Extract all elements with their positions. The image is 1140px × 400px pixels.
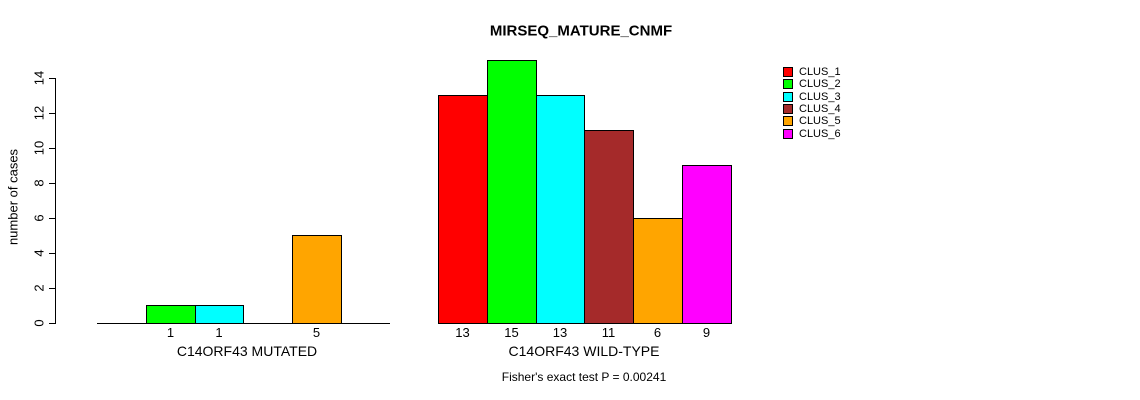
bar — [292, 235, 342, 324]
bar — [682, 165, 732, 324]
y-tick — [49, 148, 55, 149]
y-tick — [49, 183, 55, 184]
bar — [487, 60, 537, 324]
y-tick — [49, 288, 55, 289]
bar-value-label: 1 — [215, 325, 223, 340]
legend-label: CLUS_1 — [799, 66, 841, 79]
legend-item: CLUS_4 — [783, 103, 841, 115]
y-tick — [49, 113, 55, 114]
bar — [584, 130, 634, 324]
legend-item: CLUS_2 — [783, 78, 841, 90]
y-axis-line — [55, 78, 56, 324]
legend-swatch — [783, 79, 793, 90]
legend-swatch — [783, 104, 793, 115]
bar-value-label: 6 — [653, 325, 662, 340]
legend-swatch — [783, 128, 793, 139]
bar — [536, 95, 585, 324]
bar-value-label: 1 — [166, 325, 175, 340]
bar — [195, 305, 244, 324]
legend-swatch — [783, 116, 793, 127]
y-tick — [49, 218, 55, 219]
legend-swatch — [783, 91, 793, 102]
y-tick — [49, 253, 55, 254]
legend-label: CLUS_2 — [799, 78, 841, 91]
legend-item: CLUS_3 — [783, 91, 841, 103]
y-tick-label: 14 — [31, 70, 47, 86]
bar-value-label: 13 — [552, 325, 568, 340]
y-tick-label: 10 — [31, 140, 47, 156]
bar-value-label: 15 — [504, 325, 519, 340]
y-tick-label: 8 — [31, 179, 47, 187]
y-tick — [49, 323, 55, 324]
group-label-mutated: C14ORF43 MUTATED — [176, 343, 318, 359]
group-label-wildtype: C14ORF43 WILD-TYPE — [508, 343, 660, 359]
bar-value-label: 11 — [601, 325, 616, 340]
bar — [146, 305, 196, 324]
y-tick-label: 0 — [31, 319, 47, 327]
bar-value-label: 9 — [702, 325, 711, 340]
legend-label: CLUS_3 — [799, 90, 841, 103]
bar-value-label: 13 — [455, 325, 470, 340]
legend-item: CLUS_6 — [783, 128, 841, 140]
chart-title: MIRSEQ_MATURE_CNMF — [489, 22, 673, 40]
y-tick-label: 6 — [31, 214, 47, 222]
bar — [633, 218, 683, 324]
legend-item: CLUS_5 — [783, 115, 841, 127]
legend-label: CLUS_4 — [799, 103, 841, 116]
legend: CLUS_1 CLUS_2 CLUS_3 CLUS_4 CLUS_5 CLUS_6 — [783, 66, 841, 140]
pvalue-annotation: Fisher's exact test P = 0.00241 — [501, 370, 667, 384]
bar-value-label: 5 — [312, 325, 321, 340]
y-tick-label: 2 — [31, 284, 47, 292]
y-tick — [49, 78, 55, 79]
bar — [438, 95, 488, 324]
y-tick-label: 4 — [31, 249, 47, 257]
legend-swatch — [783, 67, 793, 78]
legend-label: CLUS_6 — [799, 127, 841, 140]
y-tick-label: 12 — [31, 105, 47, 121]
legend-label: CLUS_5 — [799, 115, 841, 128]
legend-item: CLUS_1 — [783, 66, 841, 78]
